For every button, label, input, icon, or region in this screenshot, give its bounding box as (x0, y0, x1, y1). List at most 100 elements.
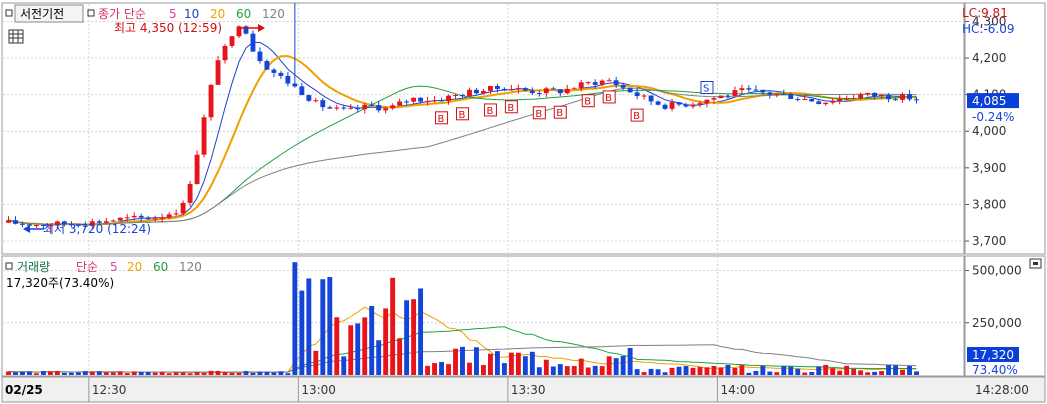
volume-ma-period-5: 5 (110, 260, 118, 274)
price-tick-label: 3,800 (972, 197, 1006, 211)
volume-bar (893, 365, 898, 375)
candle-body (907, 94, 912, 100)
candle-body (264, 61, 270, 70)
ma-period-5: 5 (169, 7, 177, 21)
candle-body (355, 107, 361, 110)
candle-body (138, 215, 144, 218)
candle-body (844, 98, 850, 100)
volume-ma-period-60: 60 (153, 260, 168, 274)
candle-body (47, 225, 53, 227)
candle-body (900, 94, 905, 100)
candle-body (285, 75, 291, 84)
panel-maximize-icon[interactable] (1029, 258, 1042, 269)
candle-body (446, 95, 451, 102)
candle-body (292, 83, 298, 87)
candle-body (697, 103, 703, 105)
candle-body (704, 99, 710, 104)
hc-value: HC:-6.09 (962, 22, 1015, 36)
candle-body (383, 108, 389, 111)
candle-body (299, 86, 305, 96)
ma-legend-square-icon[interactable] (87, 9, 95, 17)
volume-bar (13, 372, 18, 375)
grid-table-icon[interactable] (8, 29, 24, 44)
volume-bar (467, 362, 472, 375)
buy-marker-box (553, 105, 567, 119)
volume-bar (634, 369, 640, 375)
candle-body (404, 101, 410, 103)
candle-body (515, 88, 521, 90)
candle-body (781, 93, 787, 95)
low-arrow-icon (23, 225, 44, 233)
candle-body (425, 101, 431, 103)
stock-name-tab[interactable] (14, 4, 84, 23)
ma-period-20: 20 (210, 7, 225, 21)
volume-last-value: 17,320 (972, 348, 1014, 362)
volume-bar (271, 372, 277, 375)
candle-body (802, 98, 808, 100)
candle-body (683, 104, 689, 107)
volume-legend-label: 거래량 (17, 260, 50, 274)
candle-body (739, 88, 745, 91)
candle-body (753, 89, 759, 91)
candle-body (124, 217, 130, 219)
volume-bar (844, 365, 850, 375)
volume-bar (501, 363, 507, 375)
volume-bar (809, 371, 815, 375)
volume-bar (830, 368, 836, 375)
candle-body (732, 90, 738, 97)
candle-body (767, 92, 773, 95)
volume-bar (641, 372, 647, 375)
price-panel-frame (1, 2, 965, 255)
buy-marker-label: B (556, 108, 563, 119)
volume-bar (613, 358, 619, 375)
candlestick-series (6, 3, 919, 234)
candle-body (390, 105, 396, 109)
candle-body (746, 88, 752, 90)
volume-bar (802, 372, 808, 375)
candle-body (718, 95, 724, 99)
volume-bar (369, 306, 375, 375)
volume-bar (327, 277, 333, 375)
volume-bar (194, 372, 200, 375)
candle-body (54, 221, 60, 226)
volume-bar (606, 356, 612, 375)
candle-body (250, 33, 256, 52)
volume-bar (285, 373, 291, 375)
volume-bar (292, 262, 298, 375)
candle-body (103, 221, 109, 223)
price-tick-label: 4,000 (972, 124, 1006, 138)
volume-bar (47, 371, 53, 375)
candle-body (571, 88, 577, 90)
volume-bar (474, 347, 479, 375)
candle-body (159, 217, 165, 219)
candle-body (222, 45, 228, 61)
buy-marker-label: B (486, 106, 493, 117)
volume-bar (40, 371, 46, 375)
candle-body (348, 107, 354, 109)
time-axis-date: 02/25 (5, 383, 43, 397)
grid-lines (3, 4, 963, 376)
volume-bar (718, 367, 724, 375)
sell-marker-label: S (703, 83, 709, 94)
volume-bar (355, 323, 361, 375)
candle-body (411, 97, 417, 102)
candle-body (418, 97, 424, 102)
candle-body (257, 51, 263, 62)
candle-body (362, 104, 368, 110)
candle-body (467, 89, 472, 97)
buy-marker-label: B (535, 109, 542, 120)
volume-bar (487, 353, 493, 375)
volume-bar (676, 366, 682, 375)
volume-bar (704, 367, 710, 375)
volume-bar (229, 372, 235, 375)
candle-body (851, 98, 857, 100)
volume-bar (557, 364, 563, 375)
volume-bar (313, 350, 319, 375)
volume-bar (550, 366, 556, 375)
volume-bar (236, 372, 242, 375)
buy-marker-label: B (584, 97, 591, 108)
volume-legend-square-icon[interactable] (5, 262, 13, 270)
volume-bar (243, 371, 249, 375)
volume-axis-ticks: 500,000 250,000 (965, 264, 1022, 330)
legend-square-icon[interactable] (5, 9, 13, 17)
